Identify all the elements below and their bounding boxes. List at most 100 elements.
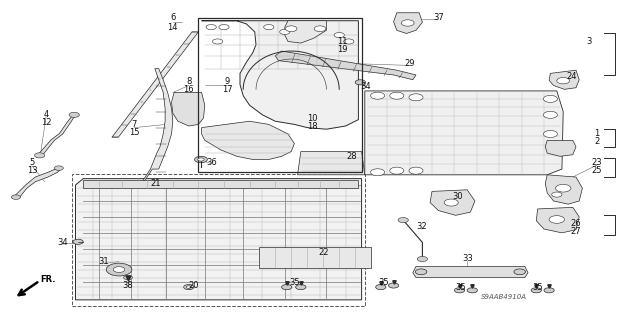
Circle shape: [409, 167, 423, 174]
Text: 13: 13: [27, 166, 37, 175]
Circle shape: [415, 269, 427, 275]
Polygon shape: [112, 32, 198, 137]
Circle shape: [444, 199, 458, 206]
Text: 38: 38: [123, 281, 133, 290]
Circle shape: [398, 218, 408, 223]
Bar: [72, 174, 365, 306]
Circle shape: [390, 167, 404, 174]
Text: 29: 29: [404, 59, 415, 68]
Circle shape: [264, 25, 274, 30]
Polygon shape: [545, 175, 582, 204]
Text: 23: 23: [592, 158, 602, 167]
Text: 35: 35: [532, 283, 543, 292]
Text: 12: 12: [41, 118, 51, 127]
Circle shape: [543, 95, 557, 102]
Polygon shape: [549, 70, 579, 89]
Text: 36: 36: [206, 158, 216, 167]
Circle shape: [454, 288, 465, 293]
Circle shape: [557, 78, 570, 84]
Text: 21: 21: [150, 179, 161, 188]
Polygon shape: [202, 121, 294, 160]
Polygon shape: [536, 207, 579, 233]
Text: 6: 6: [170, 13, 175, 22]
Circle shape: [552, 192, 562, 197]
Polygon shape: [202, 21, 358, 129]
Circle shape: [543, 111, 557, 118]
Polygon shape: [275, 51, 416, 80]
Text: 3: 3: [586, 37, 591, 46]
Text: 10: 10: [307, 114, 317, 122]
Polygon shape: [83, 180, 358, 188]
Text: 16: 16: [184, 85, 194, 94]
Polygon shape: [394, 13, 422, 33]
Text: 4: 4: [44, 110, 49, 119]
Circle shape: [417, 256, 428, 262]
Polygon shape: [298, 152, 365, 175]
Circle shape: [314, 26, 326, 32]
Polygon shape: [545, 140, 576, 156]
Polygon shape: [141, 69, 173, 182]
Circle shape: [334, 33, 344, 38]
Text: 31: 31: [99, 257, 109, 266]
Text: 5: 5: [29, 158, 35, 167]
Text: 9: 9: [225, 77, 230, 86]
Circle shape: [73, 239, 83, 244]
Circle shape: [531, 288, 541, 293]
Text: 8: 8: [186, 77, 191, 86]
Circle shape: [549, 216, 564, 223]
Polygon shape: [76, 179, 362, 300]
Circle shape: [371, 169, 385, 176]
Text: 25: 25: [592, 166, 602, 175]
Text: 20: 20: [188, 281, 198, 290]
Circle shape: [12, 195, 20, 199]
Text: 17: 17: [222, 85, 232, 94]
Circle shape: [296, 285, 306, 290]
Circle shape: [543, 130, 557, 137]
Circle shape: [285, 26, 297, 32]
Circle shape: [124, 275, 132, 280]
Text: 26: 26: [571, 219, 581, 228]
Circle shape: [344, 39, 354, 44]
Circle shape: [106, 263, 132, 276]
Text: 34: 34: [361, 82, 371, 91]
Circle shape: [184, 285, 194, 290]
Polygon shape: [413, 266, 528, 278]
Text: 35: 35: [456, 283, 466, 292]
Circle shape: [195, 156, 207, 163]
Circle shape: [219, 25, 229, 30]
Circle shape: [376, 285, 386, 290]
Text: FR.: FR.: [40, 275, 56, 284]
Polygon shape: [430, 190, 475, 215]
Circle shape: [544, 288, 554, 293]
Text: 35: 35: [289, 278, 300, 287]
Text: 37: 37: [433, 13, 444, 22]
Text: S9AAB4910A: S9AAB4910A: [481, 294, 527, 300]
Circle shape: [355, 80, 365, 85]
Text: 28: 28: [347, 152, 357, 161]
Circle shape: [388, 283, 399, 288]
Text: 33: 33: [462, 254, 472, 263]
Text: 18: 18: [307, 122, 317, 130]
Text: 11: 11: [337, 37, 348, 46]
Text: 34: 34: [58, 238, 68, 247]
Polygon shape: [285, 21, 326, 43]
Text: 32: 32: [416, 222, 426, 231]
Circle shape: [206, 25, 216, 30]
Text: 7: 7: [132, 120, 137, 129]
Bar: [198, 18, 362, 172]
Circle shape: [409, 94, 423, 101]
Text: 1: 1: [595, 130, 600, 138]
Circle shape: [390, 92, 404, 99]
Circle shape: [198, 158, 204, 161]
Circle shape: [467, 288, 477, 293]
Circle shape: [69, 112, 79, 117]
Polygon shape: [12, 167, 61, 198]
Circle shape: [401, 20, 414, 26]
Circle shape: [282, 285, 292, 290]
Text: 15: 15: [129, 128, 140, 137]
Text: 22: 22: [318, 248, 328, 256]
Circle shape: [35, 153, 45, 158]
Circle shape: [280, 29, 290, 34]
Circle shape: [371, 92, 385, 99]
Text: 2: 2: [595, 137, 600, 146]
